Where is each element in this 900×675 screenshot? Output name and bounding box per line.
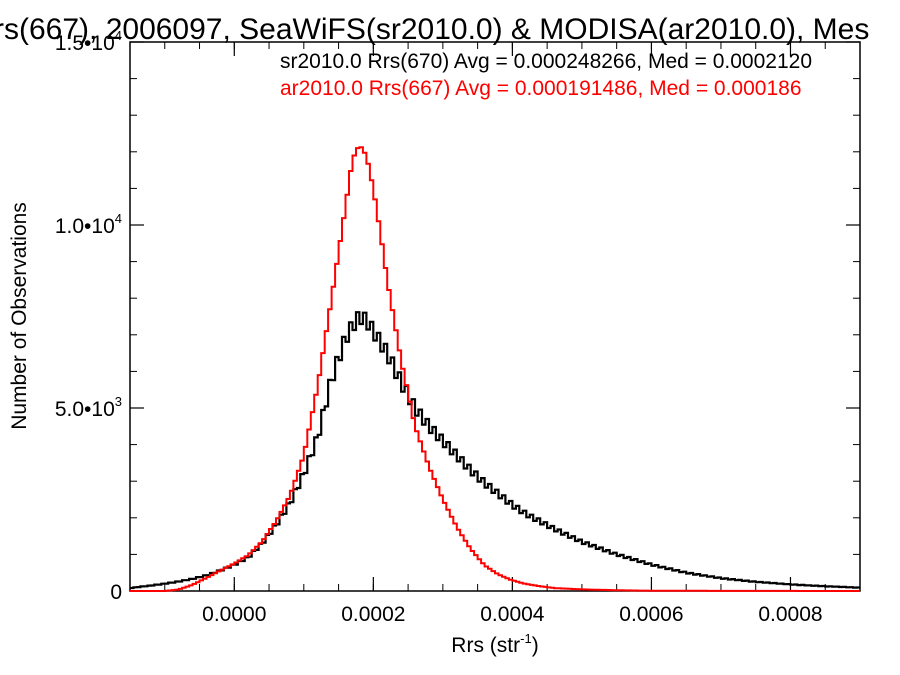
y-tick-exponent: 4 bbox=[115, 28, 122, 43]
series-layer bbox=[130, 146, 860, 592]
x-axis-label-close: ) bbox=[532, 634, 539, 657]
x-tick-label: 0.0004 bbox=[480, 603, 545, 626]
y-tick-mantissa: 1.0•10 bbox=[55, 215, 115, 238]
y-axis-label: Number of Observations bbox=[8, 202, 31, 430]
x-tick-label: 0.0002 bbox=[341, 603, 405, 626]
series-sr2010-histogram bbox=[130, 311, 860, 590]
chart-title: rs(667), 2006097, SeaWiFS(sr2010.0) & MO… bbox=[0, 13, 869, 46]
y-tick-exponent: 3 bbox=[115, 394, 122, 409]
x-axis-label: Rrs (str-1) bbox=[451, 631, 538, 657]
y-tick-label: 1.5•104 bbox=[55, 28, 122, 55]
y-tick-mantissa: 1.5•10 bbox=[55, 32, 115, 55]
x-tick-label: 0.0008 bbox=[758, 603, 822, 626]
y-tick-label: 0 bbox=[110, 581, 122, 604]
series-ar2010-histogram bbox=[130, 146, 860, 592]
x-tick-label: 0.0006 bbox=[619, 603, 683, 626]
legend-entry-black: sr2010.0 Rrs(670) Avg = 0.000248266, Med… bbox=[280, 50, 812, 73]
y-tick-label: 1.0•104 bbox=[55, 211, 122, 238]
x-tick-label: 0.0000 bbox=[202, 603, 266, 626]
y-tick-mantissa: 0 bbox=[110, 581, 122, 604]
x-axis-label-superscript: -1 bbox=[520, 631, 532, 646]
legend-entry-red: ar2010.0 Rrs(667) Avg = 0.000191486, Med… bbox=[280, 77, 802, 100]
axis-ticks bbox=[129, 41, 861, 592]
x-tick-labels: 0.0000 0.0002 0.0004 0.0006 0.0008 bbox=[202, 603, 822, 626]
x-axis-label-main: Rrs (str bbox=[451, 634, 520, 657]
plot-frame bbox=[129, 41, 861, 592]
y-tick-label: 5.0•103 bbox=[55, 394, 122, 421]
y-tick-exponent: 4 bbox=[115, 211, 122, 226]
y-tick-mantissa: 5.0•10 bbox=[55, 398, 115, 421]
